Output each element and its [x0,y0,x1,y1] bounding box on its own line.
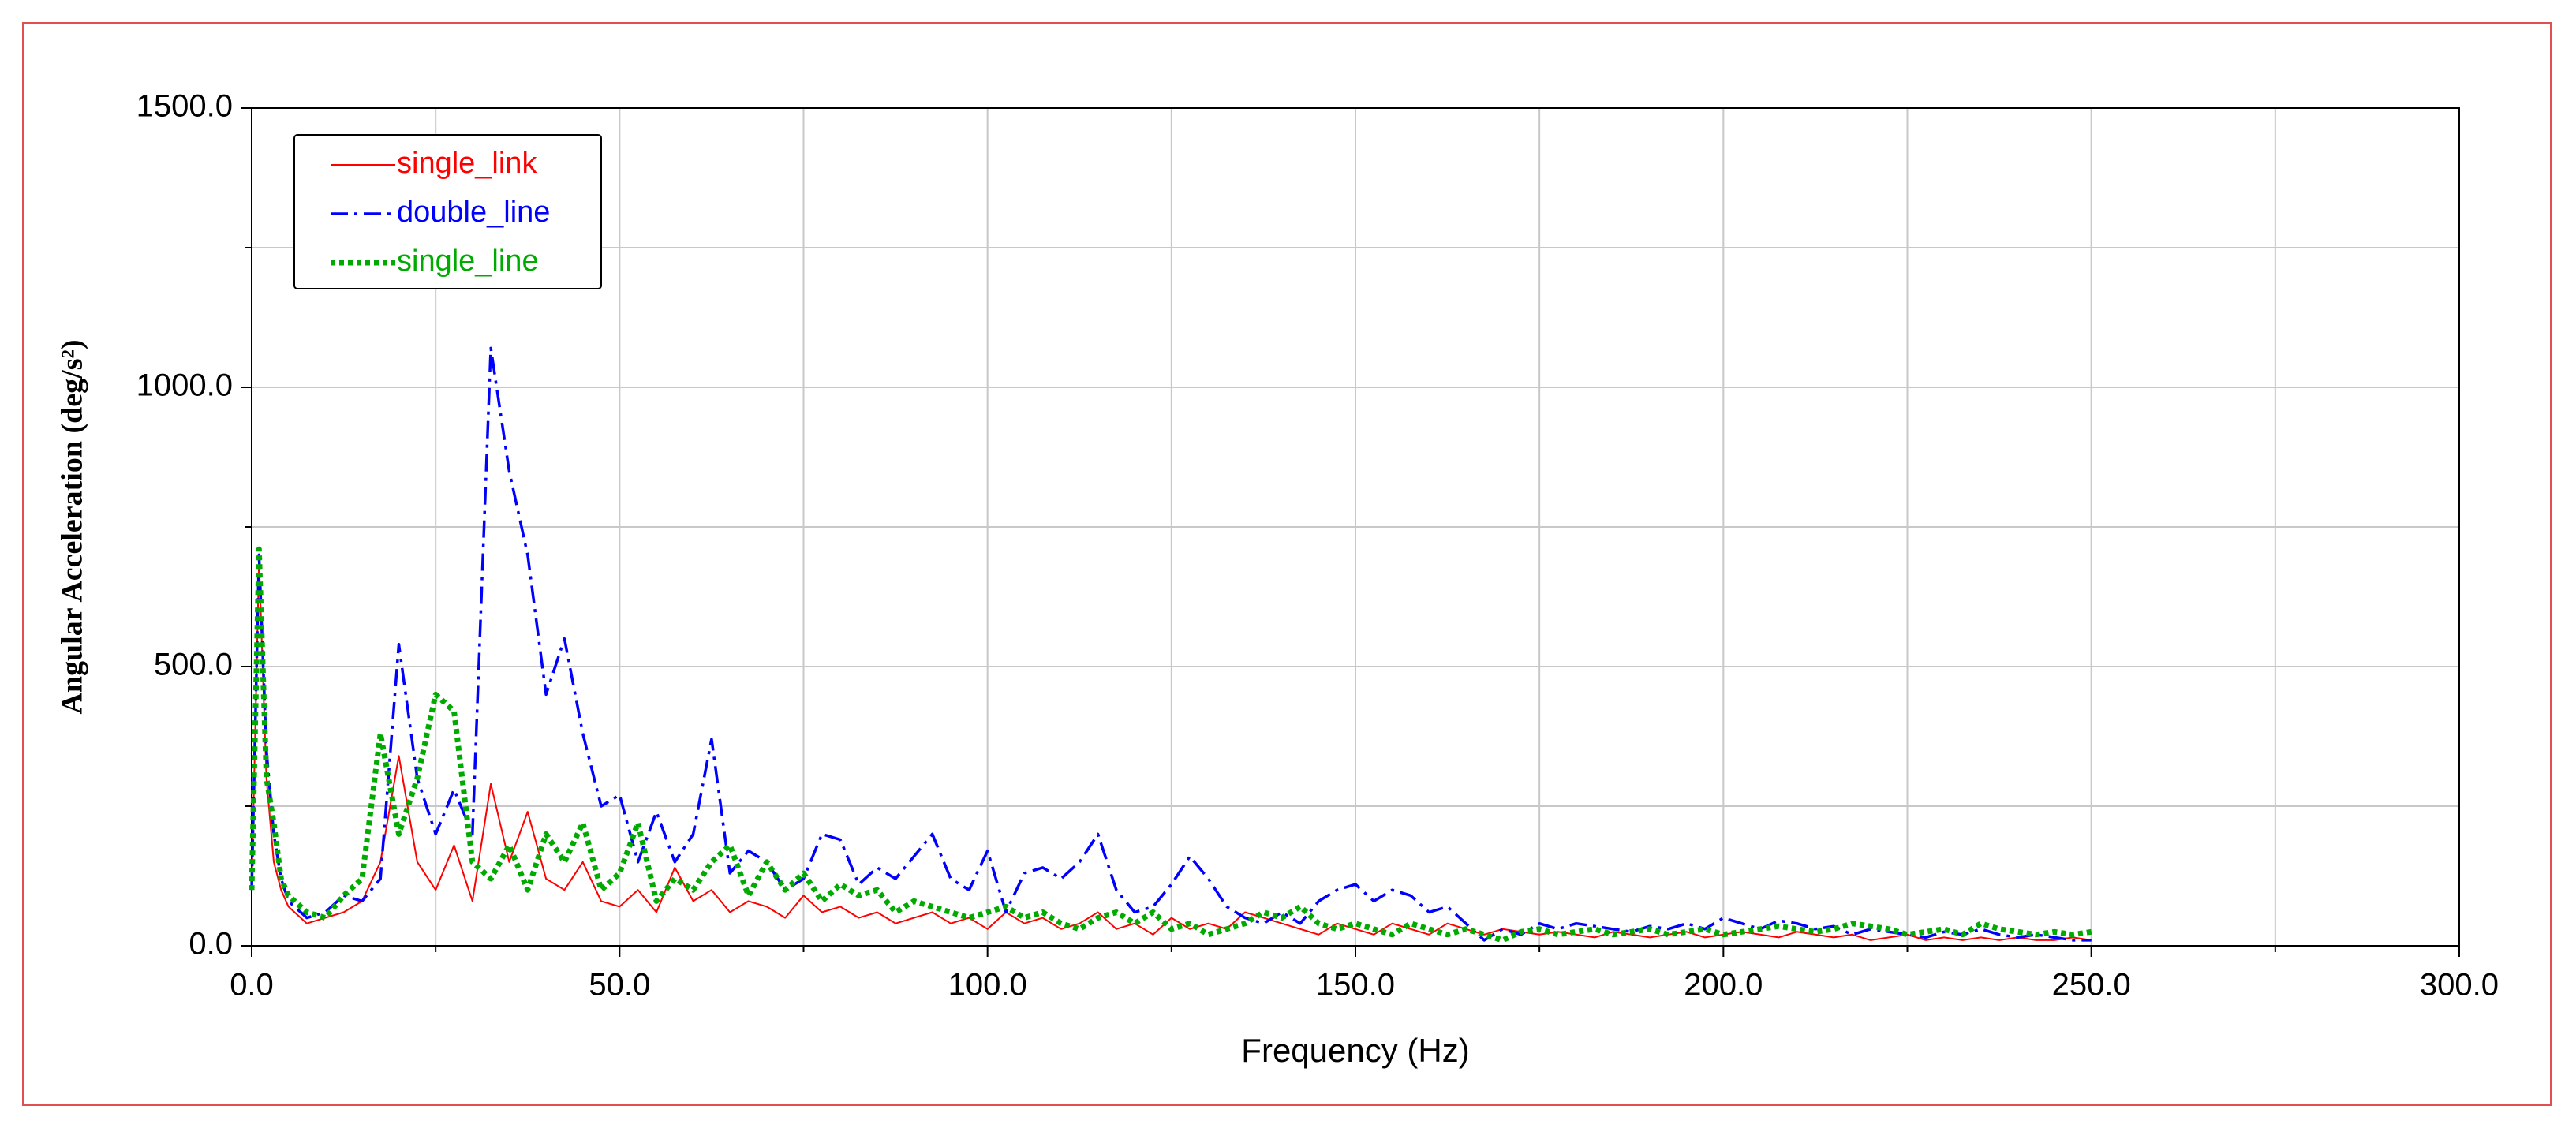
series-line [249,546,2092,943]
legend-box [293,134,602,289]
y-tick-label: 500.0 [154,648,233,682]
x-tick-label: 200.0 [1684,968,1763,1003]
legend-label: single_link [397,147,537,180]
x-tick-label: 100.0 [948,968,1027,1003]
x-tick-label: 250.0 [2052,968,2131,1003]
x-tick-label: 300.0 [2420,968,2499,1003]
y-axis-title: Angular Acceleration (deg/s²) [56,339,89,714]
x-tick-label: 50.0 [589,968,650,1003]
legend-label: double_line [397,196,550,229]
x-tick-label: 150.0 [1316,968,1395,1003]
legend-label: single_line [397,245,539,278]
series-line [251,559,2092,941]
y-tick-label: 1000.0 [136,368,233,403]
y-tick-label: 1500.0 [136,89,233,124]
series-line [250,346,2092,942]
y-tick-label: 0.0 [189,927,233,962]
x-axis-title: Frequency (Hz) [1241,1032,1469,1069]
x-tick-label: 0.0 [230,968,274,1003]
